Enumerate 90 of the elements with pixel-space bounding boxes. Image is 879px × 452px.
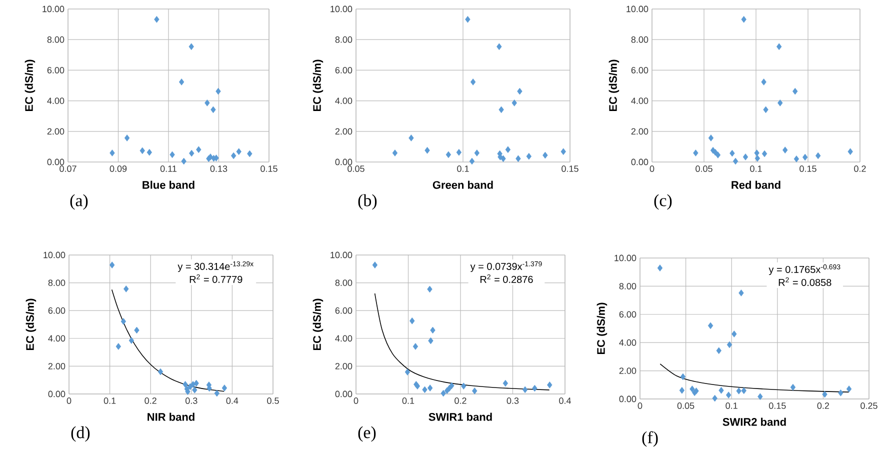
x-tick-label: 0.1 [457, 166, 469, 172]
y-tick-label: 8.00 [619, 283, 636, 290]
y-tick-label: 4.00 [335, 98, 352, 104]
x-axis-title: Blue band [142, 180, 194, 189]
y-tick-label: 6.00 [48, 307, 66, 314]
x-tick-label: 0.1 [402, 398, 414, 404]
x-tick-label: 0.25 [860, 402, 878, 409]
x-tick-label: 0.1 [104, 398, 116, 404]
y-tick-label: 2.00 [335, 128, 352, 135]
x-tick-label: 0.13 [210, 166, 228, 172]
x-tick-label: 0.2 [454, 398, 466, 404]
x-tick-label: 0.2 [817, 402, 829, 409]
y-tick-label: 2.00 [48, 362, 66, 370]
y-tick-label: 2.00 [619, 368, 636, 374]
y-tick-label: 4.00 [619, 339, 636, 346]
x-tick-label: 0.11 [160, 166, 176, 172]
annotation: y = 30.314e$^{-13.29x}$ [178, 261, 254, 272]
y-tick-label: 8.00 [48, 280, 66, 286]
y-axis-title: EC (dS/m) [312, 298, 324, 350]
x-tick-label: 0.09 [110, 166, 127, 172]
y-tick-label: 0.00 [619, 396, 636, 402]
annotation: R$^{2}$ = 0.2876 [480, 274, 533, 283]
x-tick-label: 0.2 [144, 398, 156, 404]
y-tick-label: 8.00 [335, 280, 352, 286]
y-tick-label: 4.00 [631, 98, 648, 104]
y-tick-label: 10.00 [614, 254, 636, 262]
y-tick-label: 6.00 [47, 67, 64, 74]
y-axis-title: EC (dS/m) [26, 298, 36, 350]
x-tick-label: 0.05 [696, 166, 712, 172]
y-tick-label: 10.00 [42, 6, 64, 12]
y-tick-label: 8.00 [335, 36, 352, 43]
x-tick-label: 0.15 [768, 402, 786, 409]
y-tick-label: 8.00 [631, 36, 648, 43]
x-axis-title: Red band [732, 180, 780, 189]
y-tick-label: 2.00 [631, 128, 648, 135]
x-axis-title: Green band [432, 180, 493, 189]
text: (e) [358, 426, 376, 442]
y-tick-label: 2.00 [47, 128, 64, 135]
y-tick-label: 10.00 [330, 252, 352, 258]
y-tick-label: 6.00 [335, 67, 352, 74]
x-tick-label: 0 [638, 402, 642, 409]
y-tick-label: 2.00 [335, 362, 352, 370]
x-tick-label: 0.05 [348, 166, 364, 172]
y-tick-label: 6.00 [619, 311, 636, 318]
y-tick-label: 0.00 [631, 158, 648, 166]
y-tick-label: 0.00 [335, 158, 352, 166]
text: (d) [71, 426, 90, 442]
x-tick-label: 0.15 [800, 166, 816, 172]
annotation: R$^{2}$ = 0.0858 [778, 277, 832, 286]
y-tick-label: 4.00 [47, 98, 64, 104]
x-tick-label: 0.15 [562, 166, 578, 172]
y-tick-label: 0.00 [48, 390, 66, 398]
y-tick-label: 0.00 [335, 390, 352, 398]
x-tick-label: 0.1 [750, 166, 762, 172]
annotation: y = 0.1765x$^{-0.693}$ [768, 264, 840, 276]
x-tick-label: 0.07 [60, 166, 76, 172]
text: (a) [70, 194, 88, 210]
x-axis-title: SWIR2 band [722, 418, 786, 426]
y-axis-title: EC (dS/m) [608, 60, 620, 112]
text: (b) [358, 194, 377, 210]
y-axis-title: EC (dS/m) [24, 60, 36, 112]
x-tick-label: 0 [66, 398, 72, 404]
x-tick-label: 0.4 [226, 398, 238, 404]
y-tick-label: 10.00 [44, 252, 66, 258]
y-tick-label: 10.00 [626, 6, 648, 12]
y-axis-title: EC (dS/m) [312, 60, 324, 112]
y-tick-label: 10.00 [330, 6, 352, 12]
x-tick-label: 0.05 [677, 402, 694, 409]
x-tick-label: 0.2 [854, 166, 866, 172]
y-tick-label: 4.00 [48, 335, 66, 342]
x-tick-label: 0.3 [506, 398, 519, 404]
x-axis-title: SWIR1 band [428, 412, 492, 421]
x-tick-label: 0 [650, 166, 654, 172]
x-tick-label: 0.15 [260, 166, 278, 172]
x-tick-label: 0.1 [726, 402, 738, 409]
text: (f) [642, 431, 658, 447]
x-axis-title: NIR band [148, 412, 194, 421]
y-axis-title: EC (dS/m) [596, 302, 608, 354]
y-tick-label: 4.00 [335, 335, 352, 342]
annotation: R$^{2}$ = 0.7779 [190, 274, 242, 283]
y-tick-label: 8.00 [47, 36, 64, 43]
x-tick-label: 0.4 [559, 398, 571, 404]
y-tick-label: 6.00 [335, 307, 352, 314]
x-tick-label: 0 [354, 398, 358, 404]
annotation: y = 0.0739x$^{-1.379}$ [470, 261, 542, 272]
x-tick-label: 0.3 [185, 398, 198, 404]
x-tick-label: 0.5 [267, 398, 279, 404]
y-tick-label: 0.00 [47, 158, 64, 166]
text: (c) [654, 194, 672, 210]
y-tick-label: 6.00 [631, 67, 648, 74]
